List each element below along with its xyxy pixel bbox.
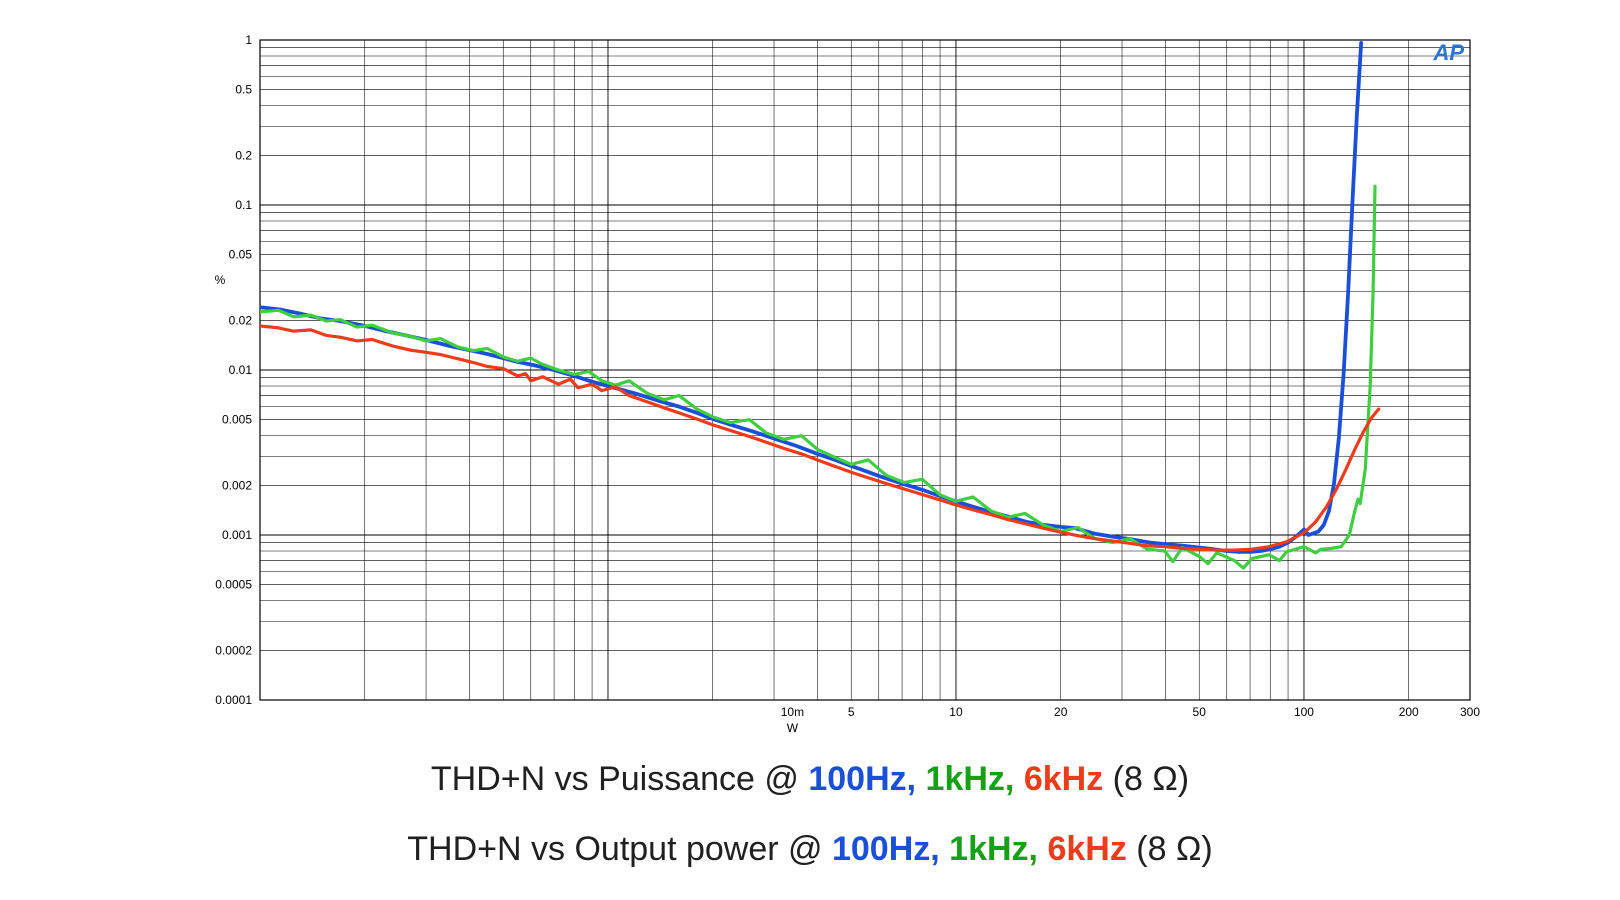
svg-text:0.0005: 0.0005 (215, 578, 252, 592)
caption-fr: THD+N vs Puissance @ 100Hz, 1kHz, 6kHz (… (0, 760, 1620, 799)
svg-text:0.0002: 0.0002 (215, 643, 252, 657)
thd-chart: 0.0001 0.0002 0.0005 0.001 0.002 0.005 0.01 0.0… (210, 20, 1530, 740)
svg-text:0.005: 0.005 (222, 413, 252, 427)
svg-text:10: 10 (949, 705, 963, 719)
svg-text:0.002: 0.002 (222, 478, 252, 492)
svg-text:100: 100 (1294, 705, 1314, 719)
svg-text:0.5: 0.5 (235, 83, 252, 97)
svg-text:300: 300 (1460, 705, 1480, 719)
caption-en: THD+N vs Output power @ 100Hz, 1kHz, 6kH… (0, 830, 1620, 869)
svg-text:0.01: 0.01 (229, 363, 253, 377)
svg-text:W: W (787, 721, 799, 735)
svg-text:0.001: 0.001 (222, 528, 252, 542)
svg-text:0.0001: 0.0001 (215, 693, 252, 707)
svg-text:0.2: 0.2 (235, 148, 252, 162)
svg-text:20: 20 (1054, 705, 1068, 719)
svg-text:10m: 10m (781, 705, 804, 719)
svg-text:%: % (215, 273, 226, 287)
watermark: AP (1432, 40, 1464, 65)
svg-text:5: 5 (848, 705, 855, 719)
svg-text:1: 1 (245, 33, 252, 47)
svg-text:0.02: 0.02 (229, 313, 253, 327)
svg-text:0.05: 0.05 (229, 248, 253, 262)
svg-text:50: 50 (1193, 705, 1207, 719)
svg-text:200: 200 (1399, 705, 1419, 719)
svg-text:0.1: 0.1 (235, 198, 252, 212)
